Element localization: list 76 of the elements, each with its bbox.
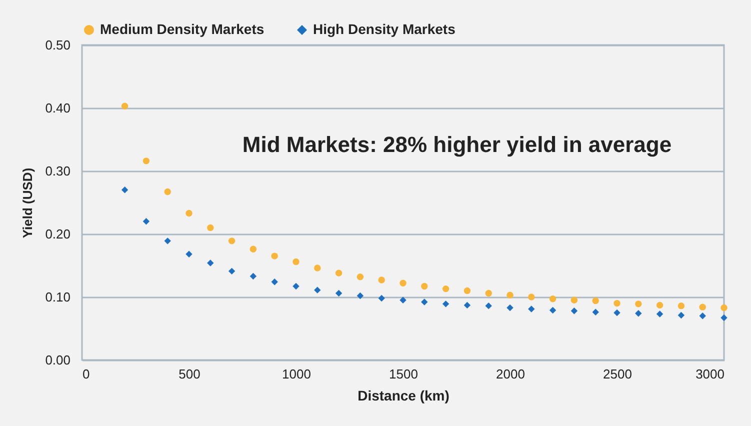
point bbox=[164, 238, 171, 244]
point bbox=[164, 188, 171, 196]
point bbox=[207, 260, 214, 266]
y-tick-label: 0.50 bbox=[45, 38, 70, 52]
point bbox=[485, 290, 492, 297]
point bbox=[656, 302, 664, 309]
point bbox=[421, 298, 428, 306]
point bbox=[228, 238, 236, 244]
y-tick-label: 0.10 bbox=[45, 290, 70, 304]
x-tick-label: 3000 bbox=[696, 366, 724, 382]
point bbox=[528, 294, 535, 300]
point bbox=[442, 300, 450, 308]
x-tick-label: 0 bbox=[82, 366, 90, 382]
point bbox=[678, 312, 685, 319]
point bbox=[506, 292, 514, 298]
y-axis-title: Yield (USD) bbox=[20, 168, 36, 238]
point bbox=[292, 282, 300, 290]
point bbox=[614, 300, 620, 307]
y-tick-label: 0.40 bbox=[45, 100, 70, 116]
point bbox=[121, 186, 128, 194]
point bbox=[570, 296, 578, 304]
y-tick-label: 0.30 bbox=[45, 164, 70, 178]
x-tick-label: 500 bbox=[178, 366, 200, 382]
point bbox=[378, 294, 385, 302]
point bbox=[356, 292, 364, 300]
point bbox=[207, 224, 214, 232]
point bbox=[400, 296, 406, 304]
point bbox=[614, 309, 620, 316]
point bbox=[656, 310, 664, 318]
point bbox=[720, 304, 728, 312]
point bbox=[464, 302, 471, 309]
point bbox=[400, 280, 406, 286]
point bbox=[292, 258, 300, 266]
point bbox=[464, 287, 471, 294]
x-tick-label: 1500 bbox=[389, 366, 418, 382]
legend-label: Medium Density Markets bbox=[100, 21, 264, 37]
point bbox=[186, 210, 192, 217]
x-axis-title: Distance (km) bbox=[358, 388, 450, 404]
point bbox=[142, 158, 150, 164]
point bbox=[485, 302, 492, 310]
point bbox=[250, 246, 257, 252]
x-tick-label: 2500 bbox=[603, 366, 632, 382]
point bbox=[228, 268, 236, 275]
x-tick-label: 1000 bbox=[282, 366, 311, 382]
annotation: Mid Markets: 28% higher yield in average bbox=[242, 132, 672, 157]
point bbox=[506, 304, 514, 312]
y-tick-label: 0.20 bbox=[45, 226, 70, 242]
point bbox=[335, 270, 342, 276]
point bbox=[635, 300, 642, 308]
point bbox=[421, 282, 428, 290]
point bbox=[356, 273, 364, 280]
point bbox=[186, 250, 192, 258]
point bbox=[271, 252, 278, 260]
point bbox=[250, 272, 257, 280]
point bbox=[121, 102, 128, 110]
point bbox=[378, 276, 385, 284]
point bbox=[142, 218, 150, 225]
point bbox=[528, 306, 535, 312]
point bbox=[592, 297, 599, 304]
point bbox=[271, 278, 278, 286]
point bbox=[549, 296, 556, 302]
point bbox=[592, 308, 599, 316]
point bbox=[442, 285, 450, 292]
legend-label: High Density Markets bbox=[313, 21, 456, 37]
point bbox=[549, 306, 556, 314]
point bbox=[335, 290, 342, 297]
point bbox=[678, 302, 685, 310]
point bbox=[699, 304, 706, 310]
point bbox=[314, 286, 321, 294]
y-tick-label: 0.00 bbox=[45, 352, 70, 368]
point bbox=[699, 312, 706, 320]
point bbox=[314, 264, 321, 272]
point bbox=[570, 308, 578, 314]
x-tick-label: 2000 bbox=[496, 366, 525, 382]
point bbox=[635, 310, 642, 317]
point bbox=[720, 314, 728, 322]
